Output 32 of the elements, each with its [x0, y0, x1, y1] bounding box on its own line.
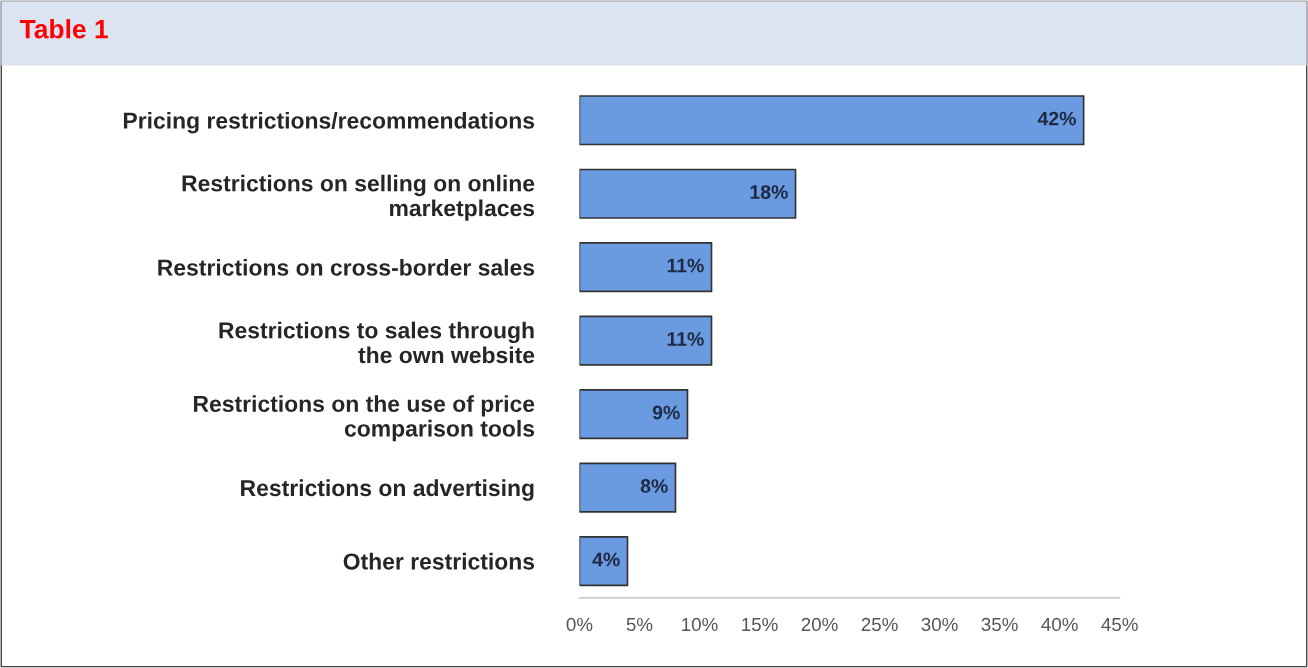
y-tick-label: Other restrictions: [343, 552, 535, 570]
x-tick-label: 15%: [742, 617, 778, 632]
x-tick-label: 40%: [1041, 617, 1078, 632]
x-tick-label: 10%: [682, 617, 718, 632]
data-label: 8%: [640, 479, 668, 493]
y-tick-label: Restrictions on the use of price comparison tools: [194, 395, 535, 442]
data-label: 18%: [750, 185, 788, 199]
x-tick-label: 0%: [566, 617, 593, 632]
data-label: 9%: [652, 405, 680, 420]
bar: [579, 168, 797, 219]
data-label: 42%: [1037, 111, 1076, 126]
x-tick-label: 30%: [921, 617, 958, 632]
x-tick-label: 20%: [801, 617, 838, 632]
bar: [579, 242, 713, 293]
bar: [579, 536, 629, 587]
bar: [579, 462, 677, 513]
x-tick-label: 35%: [981, 617, 1018, 632]
y-tick-label: Restrictions on advertising: [241, 479, 534, 501]
bar: [579, 315, 713, 366]
y-tick-label: Restrictions on cross-border sales: [158, 258, 535, 276]
y-tick-label: Pricing restrictions/recommendations: [123, 111, 535, 134]
data-label: 4%: [592, 552, 620, 567]
bar: [579, 389, 689, 440]
y-tick-label: Restrictions to sales through the own website: [219, 321, 535, 364]
data-label: 11%: [667, 258, 704, 273]
text: Table 1: [19, 19, 108, 39]
x-tick-label: 25%: [861, 617, 898, 632]
data-label: 11%: [667, 332, 704, 346]
x-tick-label: 45%: [1101, 617, 1138, 632]
x-tick-label: 5%: [626, 617, 653, 632]
y-tick-label: Restrictions on selling on online marketplaces: [182, 174, 535, 221]
bar: [579, 95, 1085, 146]
